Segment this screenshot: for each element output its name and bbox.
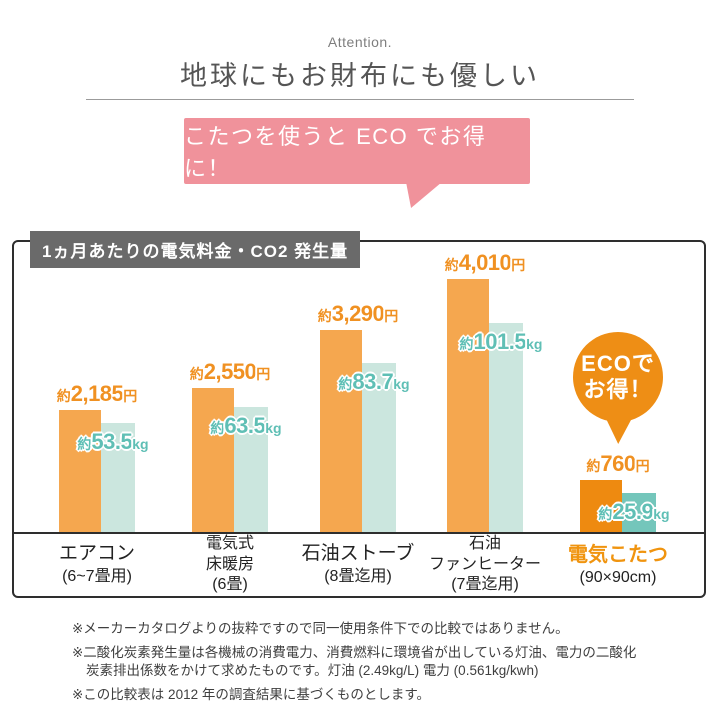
approx-prefix: 約 [210,420,225,436]
category-size: (6畳) [212,576,248,594]
cost-value-label: 約2,185円 [33,381,161,407]
approx-prefix: 約 [444,257,459,273]
category-name-highlight: 電気こたつ [568,543,668,566]
category-kotatsu: 電気こたつ (90×90cm) [550,534,686,596]
approx-prefix: 約 [459,336,474,352]
co2-value-label: 約83.7kg [308,369,440,395]
category-size: (6~7畳用) [62,567,132,585]
eco-badge-line2: お得！ [583,377,653,402]
co2-value-label: 約25.9kg [568,499,700,525]
bar-group-floor-heating: 約2,550円 約63.5kg [190,242,282,532]
chart-title: 1ヵ月あたりの電気料金・CO2 発生量 [30,231,361,268]
category-fan-heater: 石油 ファンヒーター (7畳迄用) [417,534,553,596]
footnote-1: ※メーカーカタログよりの抜粋ですので同一使用条件下での比較ではありません。 [72,620,672,639]
cost-value: 760 [600,451,636,476]
category-axis: エアコン (6~7畳用) 電気式 床暖房 (6畳) 石油ストーブ (8畳迄用) … [14,532,704,596]
cost-value: 3,290 [331,301,385,326]
approx-prefix: 約 [317,308,332,324]
approx-prefix: 約 [56,388,71,404]
cost-value: 4,010 [458,250,512,275]
approx-prefix: 約 [338,376,353,392]
bar-group-kotatsu: 約760円 約25.9kg [580,242,670,532]
cost-bar [59,410,101,532]
bar-group-fan-heater: 約4,010円 約101.5kg [445,242,542,532]
category-floor-heating: 電気式 床暖房 (6畳) [162,534,298,596]
category-name: 石油 [468,534,501,552]
cost-bar [192,388,234,532]
co2-value: 25.9 [612,499,654,524]
footnotes: ※メーカーカタログよりの抜粋ですので同一使用条件下での比較ではありません。 ※二… [72,620,672,710]
speech-bubble: こたつを使うと ECO でお得に！ [184,118,530,208]
category-name2: 床暖房 [205,555,254,573]
yen-unit: 円 [256,366,271,382]
category-name: 電気式 [205,534,254,552]
cost-bar [447,279,489,532]
page-title: 地球にもお財布にも優しい [180,61,540,91]
approx-prefix: 約 [189,366,204,382]
yen-unit: 円 [635,458,650,474]
category-size: (90×90cm) [579,568,657,586]
yen-unit: 円 [384,308,399,324]
kg-unit: kg [265,420,282,436]
speech-bubble-tail [406,182,442,208]
yen-unit: 円 [123,388,138,404]
cost-bar [580,480,622,532]
co2-value-label: 約101.5kg [435,329,567,355]
approx-prefix: 約 [586,458,601,474]
category-size: (8畳迄用) [324,567,392,585]
footnote-1-text: ※メーカーカタログよりの抜粋ですので同一使用条件下での比較ではありません。 [72,621,569,636]
category-aircon: エアコン (6~7畳用) [29,534,165,596]
footnote-3-text: ※この比較表は 2012 年の調査結果に基づくものとします。 [72,686,430,702]
cost-value-label: 約2,550円 [166,359,294,385]
footnote-2-line2: 炭素排出係数をかけて求めたものです。灯油 (2.49kg/L) 電力 (0.56… [86,663,539,679]
eco-badge-line1: ECOで [581,350,655,376]
speech-bubble-text: こたつを使うと ECO でお得に！ [184,124,487,181]
category-name: 石油ストーブ [301,543,415,565]
approx-prefix: 約 [598,506,613,522]
category-name: エアコン [58,543,135,565]
co2-value: 53.5 [91,429,133,454]
footnote-2-line1: ※二酸化炭素発生量は各機械の消費電力、消費燃料に環境省が出している灯油、電力の二… [72,644,637,660]
chart-panel: 1ヵ月あたりの電気料金・CO2 発生量 約2,185円 約53.5kg 約2,5… [12,231,706,598]
cost-value-label: 約3,290円 [294,301,422,327]
category-size: (7畳迄用) [451,576,519,594]
title-divider [86,99,634,100]
co2-value: 83.7 [352,369,394,394]
co2-value-label: 約53.5kg [47,429,179,455]
eco-badge-circle: ECOで お得！ [573,332,663,422]
approx-prefix: 約 [77,436,92,452]
yen-unit: 円 [511,257,526,273]
bar-group-oil-stove: 約3,290円 約83.7kg [318,242,410,532]
bar-group-aircon: 約2,185円 約53.5kg [57,242,149,532]
eco-badge: ECOで お得！ [573,332,663,444]
kg-unit: kg [526,336,543,352]
eyebrow-text: Attention. [327,34,393,50]
footnote-3: ※この比較表は 2012 年の調査結果に基づくものとします。 [72,686,672,705]
plot-area: 約2,185円 約53.5kg 約2,550円 約63.5kg [14,242,704,532]
footnote-2: ※二酸化炭素発生量は各機械の消費電力、消費燃料に環境省が出している灯油、電力の二… [72,644,672,681]
cost-value: 2,550 [203,359,257,384]
kg-unit: kg [393,376,410,392]
co2-value-label: 約63.5kg [180,413,312,439]
cost-bar [320,330,362,532]
cost-value-label: 約760円 [554,451,682,477]
co2-value: 63.5 [224,413,266,438]
cost-value-label: 約4,010円 [421,250,549,276]
kg-unit: kg [132,436,149,452]
cost-value: 2,185 [70,381,124,406]
category-name2: ファンヒーター [428,555,541,573]
category-oil-stove: 石油ストーブ (8畳迄用) [290,534,426,596]
kg-unit: kg [653,506,670,522]
co2-value: 101.5 [473,329,527,354]
